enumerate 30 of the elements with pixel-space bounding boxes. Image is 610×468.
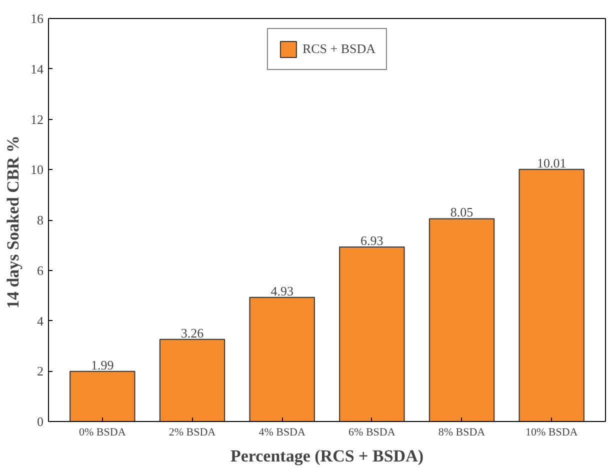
bar (159, 338, 226, 422)
data-label: 3.26 (180, 325, 204, 340)
legend-label: RCS + BSDA (302, 41, 376, 57)
y-tick-label: 12 (30, 112, 44, 127)
x-tick-label: 10% BSDA (525, 426, 578, 438)
data-label: 1.99 (91, 357, 114, 372)
bar (518, 168, 584, 422)
bar (249, 296, 315, 422)
x-tick-label: 8% BSDA (438, 426, 486, 438)
bar (428, 218, 495, 422)
y-tick-label: 16 (30, 11, 44, 26)
bar (339, 246, 405, 422)
x-tick-label: 6% BSDA (348, 426, 396, 438)
bar (70, 370, 136, 422)
y-tick-label: 2 (37, 364, 44, 379)
y-tick-label: 6 (37, 262, 44, 278)
data-label: 6.93 (360, 232, 384, 248)
y-tick-label: 14 (30, 61, 44, 76)
x-tick-label: 0% BSDA (79, 426, 126, 438)
y-tick-label: 0 (37, 414, 44, 429)
x-axis-title: Percentage (RCS + BSDA) (230, 446, 424, 466)
y-tick-label: 8 (37, 212, 44, 228)
x-tick-label: 2% BSDA (168, 426, 216, 438)
y-tick-label: 4 (37, 313, 44, 328)
data-label: 8.05 (450, 204, 474, 220)
data-label: 10.01 (536, 155, 566, 170)
data-label: 4.93 (270, 283, 294, 298)
y-tick-label: 10 (30, 162, 44, 178)
y-axis-title: 14 days Soaked CBR % (4, 136, 22, 309)
x-tick-label: 4% BSDA (258, 426, 306, 438)
